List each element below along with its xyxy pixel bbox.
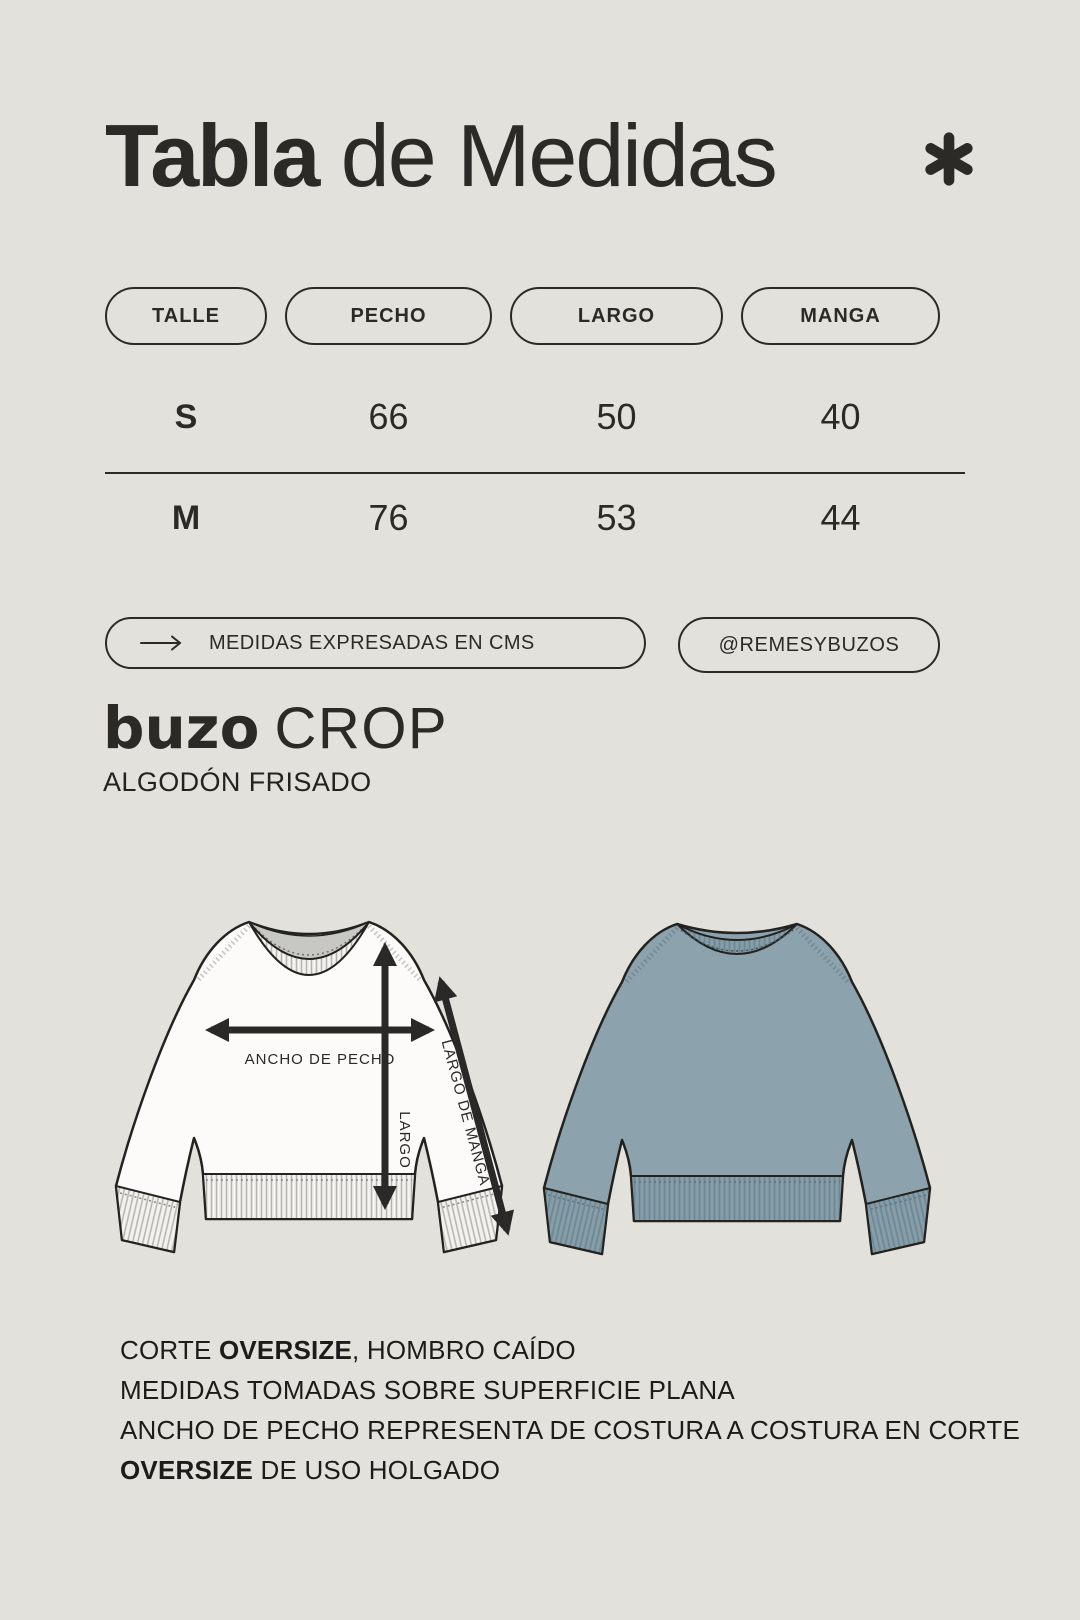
sleeve-length-arrow — [434, 976, 514, 1236]
front-body-shape — [114, 920, 504, 1254]
info-row: MEDIDAS EXPRESADAS EN CMS @REMESYBUZOS — [105, 617, 940, 673]
row-divider — [105, 472, 965, 474]
product-subtitle: ALGODÓN FRISADO — [103, 766, 372, 797]
measures-note-text: MEDIDAS EXPRESADAS EN CMS — [209, 631, 535, 654]
header: Tabla de Medidas — [105, 112, 978, 200]
social-handle-text: @REMESYBUZOS — [718, 633, 900, 656]
front-left-cuff-rib — [114, 1184, 182, 1254]
back-right-cuff-rib — [864, 1186, 932, 1256]
asterisk-icon — [925, 132, 973, 186]
front-hem-rib — [201, 1173, 417, 1220]
header-pill-talle: TALLE — [105, 287, 267, 345]
back-sweater-diagram — [542, 922, 932, 1256]
product-name-light: CROP — [274, 696, 449, 761]
back-collar-rib — [676, 923, 798, 955]
footer-line-1: CORTE OVERSIZE, HOMBRO CAÍDO — [120, 1335, 576, 1365]
table-row-m: M 76 53 44 — [105, 479, 940, 557]
page-title: Tabla de Medidas — [105, 112, 778, 200]
back-right-shoulder-seam — [795, 926, 850, 984]
chest-width-label: ANCHO DE PECHO — [245, 1051, 396, 1068]
product-name: buzo CROP — [103, 696, 448, 762]
page-title-regular: de Medidas — [318, 106, 778, 205]
garment-diagrams: ANCHO DE PECHO LARGO LARGO DE MANGA — [98, 888, 948, 1268]
cell-size: M — [171, 498, 201, 537]
long-right-arrow-icon — [140, 635, 181, 651]
front-collar-stitch — [254, 927, 364, 956]
footer-notes: CORTE OVERSIZE, HOMBRO CAÍDO MEDIDAS TOM… — [120, 1330, 1020, 1490]
footer-line-2: MEDIDAS TOMADAS SOBRE SUPERFICIE PLANA — [120, 1375, 735, 1405]
back-hem-rib — [629, 1175, 845, 1222]
product-block: buzo CROP ALGODÓN FRISADO — [103, 696, 448, 798]
front-left-shoulder-seam — [196, 924, 251, 982]
front-collar-rib — [248, 921, 370, 976]
back-left-shoulder-seam — [624, 926, 679, 984]
header-pill-pecho: PECHO — [285, 287, 492, 345]
header-pill-largo: LARGO — [510, 287, 723, 345]
measure-arrows — [205, 942, 514, 1236]
measures-note-pill: MEDIDAS EXPRESADAS EN CMS — [105, 617, 646, 669]
cell-pecho: 66 — [368, 396, 409, 437]
footer-line-3: ANCHO DE PECHO REPRESENTA DE COSTURA A C… — [120, 1415, 1020, 1445]
cell-largo: 50 — [596, 396, 637, 437]
cell-pecho: 76 — [368, 497, 409, 538]
page-title-bold: Tabla — [105, 106, 320, 205]
back-left-cuff-rib — [542, 1186, 610, 1256]
cell-manga: 44 — [820, 497, 861, 538]
size-table-header-row: TALLE PECHO LARGO MANGA — [105, 287, 940, 345]
footer-line-4: OVERSIZE DE USO HOLGADO — [120, 1455, 501, 1485]
cell-size: S — [174, 397, 198, 436]
cell-manga: 40 — [820, 396, 861, 437]
header-pill-manga: MANGA — [741, 287, 940, 345]
table-row-s: S 66 50 40 — [105, 378, 940, 456]
cell-largo: 53 — [596, 497, 637, 538]
back-collar-stitch — [680, 929, 794, 952]
social-handle-pill: @REMESYBUZOS — [678, 617, 940, 673]
product-name-bold: buzo — [103, 694, 260, 762]
length-label: LARGO — [396, 1111, 413, 1169]
front-sweater-diagram: ANCHO DE PECHO LARGO LARGO DE MANGA — [114, 920, 514, 1254]
back-body-shape — [542, 922, 932, 1256]
